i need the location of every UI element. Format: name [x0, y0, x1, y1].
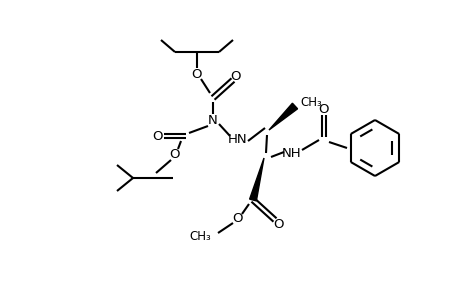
Text: O: O: [230, 70, 241, 83]
Text: CH₃: CH₃: [189, 230, 211, 242]
Text: O: O: [273, 218, 284, 232]
Text: O: O: [152, 130, 163, 142]
Text: O: O: [191, 68, 202, 80]
Text: NH: NH: [281, 146, 301, 160]
Text: O: O: [169, 148, 180, 160]
Polygon shape: [269, 103, 297, 130]
Text: CH₃: CH₃: [299, 95, 321, 109]
Text: HN: HN: [228, 133, 247, 146]
Text: O: O: [232, 212, 243, 224]
Text: O: O: [318, 103, 329, 116]
Text: N: N: [207, 113, 218, 127]
Polygon shape: [249, 158, 263, 201]
